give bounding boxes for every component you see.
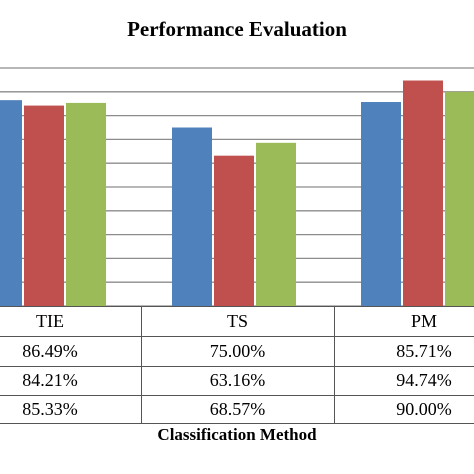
table-border-top (0, 306, 474, 307)
x-axis-label: Classification Method (157, 425, 317, 444)
table-header-tie: TIE (36, 311, 64, 331)
table-col-divider (334, 306, 335, 423)
table-row-divider (0, 336, 474, 337)
table-border-bottom (0, 423, 474, 424)
table-cell: 68.57% (209, 399, 266, 419)
bar-pm-3 (445, 91, 474, 306)
table-header-pm: PM (410, 311, 437, 331)
bar-pm-2 (403, 80, 443, 306)
bar-ts-3 (256, 142, 296, 306)
bar-tie-1 (0, 100, 22, 306)
table-header-ts: TS (226, 311, 248, 331)
table-cell: 86.49% (22, 341, 78, 361)
bar-chart (0, 67, 474, 307)
bar-pm-1 (361, 102, 401, 307)
table-cell: 63.16% (209, 370, 266, 390)
table-row-divider (0, 366, 474, 367)
chart-title: Performance Evaluation (127, 17, 347, 41)
table-cell: 75.00% (209, 341, 266, 361)
table-col-divider (141, 306, 142, 423)
table-cell: 90.00% (396, 399, 452, 419)
data-table: TIE TS PM 86.49% 75.00% 85.71% 84.21% 63… (0, 306, 474, 424)
table-cell: 94.74% (396, 370, 452, 390)
table-cell: 85.33% (22, 399, 78, 419)
bar-ts-1 (172, 127, 212, 306)
table-cell: 84.21% (22, 370, 78, 390)
bar-ts-2 (214, 155, 254, 306)
bar-tie-2 (24, 105, 64, 306)
table-row-divider (0, 395, 474, 396)
bar-tie-3 (66, 102, 106, 306)
table-cell: 85.71% (396, 341, 452, 361)
bars (0, 80, 474, 307)
